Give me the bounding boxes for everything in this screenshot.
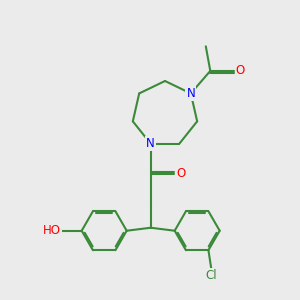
Text: Cl: Cl bbox=[206, 268, 217, 282]
Text: O: O bbox=[176, 167, 185, 180]
Text: HO: HO bbox=[43, 224, 61, 237]
Text: O: O bbox=[236, 64, 245, 77]
Text: N: N bbox=[186, 87, 195, 100]
Text: N: N bbox=[146, 137, 155, 150]
